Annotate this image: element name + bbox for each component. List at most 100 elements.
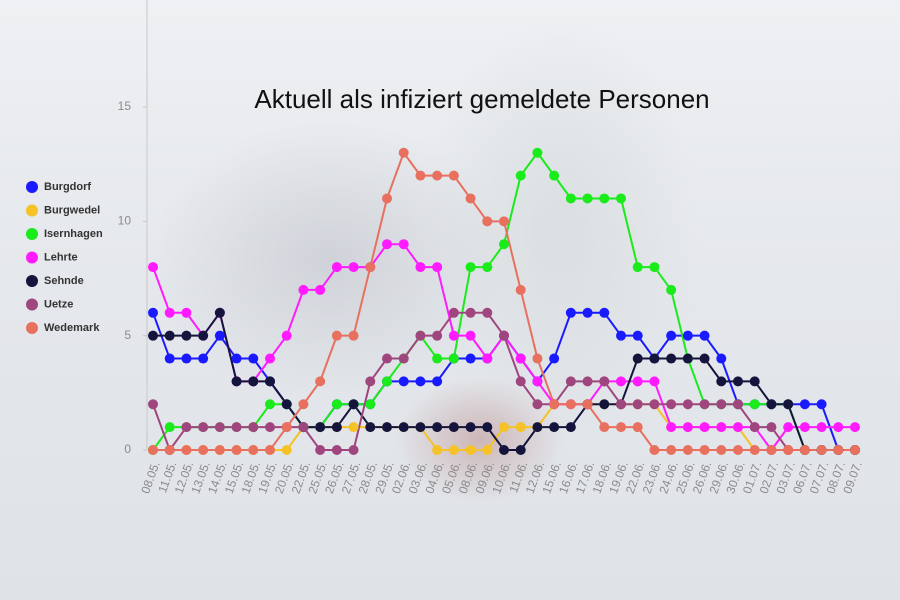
data-point (565, 307, 576, 318)
data-point (649, 399, 660, 410)
data-point (231, 422, 242, 433)
data-point (448, 170, 459, 181)
data-point (164, 422, 175, 433)
data-point (532, 399, 543, 410)
data-point (331, 399, 342, 410)
data-point (181, 422, 192, 433)
data-point (649, 445, 660, 455)
data-point (565, 422, 576, 433)
legend-label: Wedemark (44, 322, 100, 334)
data-point (432, 422, 443, 433)
data-point (382, 376, 392, 387)
data-point (348, 330, 359, 341)
legend-marker (26, 251, 38, 264)
legend-label: Isernhagen (44, 228, 103, 240)
series-line (152, 151, 855, 451)
data-point (448, 307, 459, 318)
data-point (666, 445, 677, 455)
data-point (265, 422, 275, 433)
data-point (181, 445, 192, 455)
data-point (348, 422, 359, 433)
data-point (582, 193, 593, 204)
data-point (281, 399, 292, 410)
series-line (153, 150, 855, 451)
data-point (699, 399, 710, 410)
data-point (532, 353, 543, 364)
legend-label: Sehnde (44, 275, 84, 287)
data-point (582, 307, 593, 318)
legend-marker (26, 322, 38, 334)
data-point (499, 422, 509, 433)
legend-marker (26, 298, 38, 311)
data-point (415, 170, 426, 181)
data-point (265, 399, 275, 410)
data-point (415, 376, 426, 387)
data-point (616, 376, 626, 387)
data-point (432, 376, 443, 387)
data-point (682, 399, 693, 410)
data-point (833, 422, 844, 433)
data-point (281, 422, 292, 433)
data-point (482, 422, 493, 433)
data-point (766, 445, 777, 455)
data-point (632, 353, 643, 364)
data-point (415, 330, 426, 341)
data-point (198, 445, 209, 455)
data-point (616, 193, 626, 204)
data-point (482, 262, 493, 273)
data-point (649, 376, 660, 387)
data-point (482, 307, 493, 318)
data-point (265, 445, 275, 455)
data-point (766, 399, 777, 410)
data-point (565, 376, 576, 387)
data-point (331, 445, 342, 455)
chart-title: Aktuell als infiziert gemeldete Personen (254, 84, 709, 114)
data-point (515, 353, 526, 364)
data-point (716, 422, 727, 433)
data-point (532, 147, 543, 158)
data-point (482, 216, 493, 227)
data-point (616, 330, 626, 341)
data-point (682, 422, 693, 433)
data-point (499, 330, 509, 341)
data-point (666, 353, 677, 364)
data-point (682, 353, 693, 364)
data-point (398, 353, 409, 364)
data-point (415, 422, 426, 433)
data-point (465, 353, 476, 364)
data-point (666, 330, 677, 341)
data-point (733, 399, 743, 410)
data-point (382, 239, 392, 250)
data-point (649, 353, 660, 364)
data-point (515, 422, 526, 433)
data-point (315, 376, 326, 387)
data-point (181, 353, 192, 364)
data-point (632, 262, 643, 273)
data-point (198, 330, 209, 341)
data-point (549, 399, 560, 410)
data-point (749, 376, 760, 387)
data-point (699, 445, 710, 455)
data-point (164, 353, 175, 364)
legend-label: Burgdorf (44, 181, 91, 193)
data-point (499, 216, 509, 227)
data-point (248, 353, 259, 364)
data-point (281, 445, 292, 455)
data-point (616, 422, 626, 433)
data-point (348, 445, 359, 455)
data-point (599, 307, 610, 318)
data-point (331, 330, 342, 341)
data-point (616, 399, 626, 410)
data-point (816, 399, 827, 410)
data-point (348, 262, 359, 273)
legend-marker (26, 275, 38, 287)
y-tick-label: 15 (118, 99, 132, 113)
legend-label: Uetze (44, 298, 73, 310)
data-point (198, 353, 209, 364)
data-point (565, 193, 576, 204)
data-point (549, 170, 560, 181)
data-point (465, 193, 476, 204)
data-point (248, 376, 259, 387)
data-point (699, 353, 710, 364)
